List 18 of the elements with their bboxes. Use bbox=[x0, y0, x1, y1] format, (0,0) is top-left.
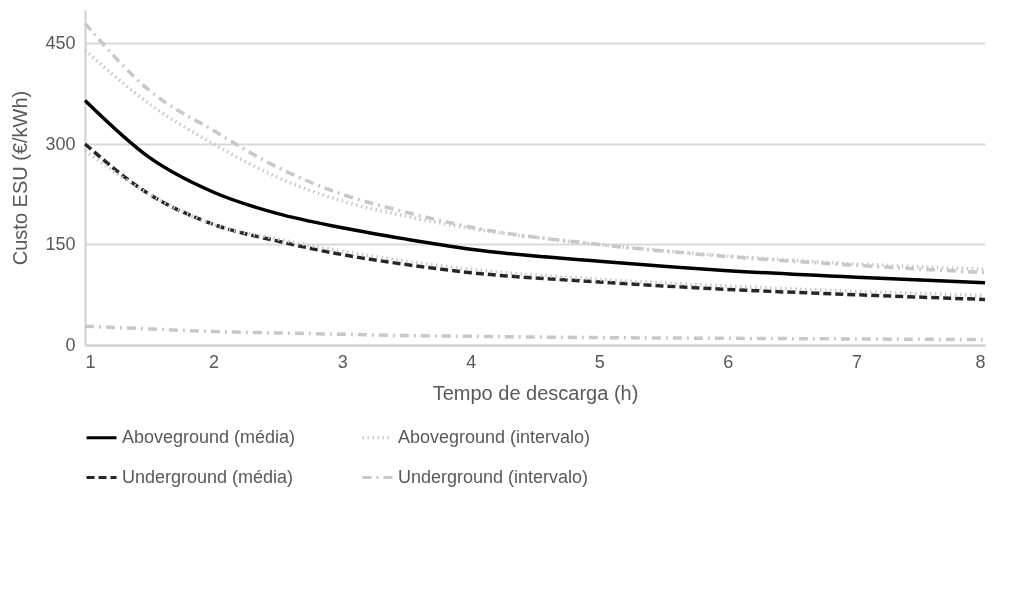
legend-label: Underground (média) bbox=[122, 466, 294, 487]
legend-label: Underground (intervalo) bbox=[398, 466, 589, 487]
y-tick-label: 450 bbox=[45, 33, 76, 53]
x-tick-label: 6 bbox=[723, 351, 734, 372]
y-axis-title: Custo ESU (€/kWh) bbox=[9, 90, 32, 266]
x-tick-label: 4 bbox=[466, 351, 477, 372]
x-tick-label: 1 bbox=[85, 351, 96, 372]
x-axis-title: Tempo de descarga (h) bbox=[432, 381, 639, 404]
x-tick-label: 2 bbox=[209, 351, 220, 372]
y-tick-label: 300 bbox=[45, 133, 76, 154]
x-tick-label: 5 bbox=[594, 351, 605, 372]
legend-label: Aboveground (média) bbox=[122, 426, 296, 447]
legend-label: Aboveground (intervalo) bbox=[398, 426, 591, 447]
x-tick-label: 3 bbox=[337, 351, 348, 372]
y-tick-label: 0 bbox=[65, 334, 76, 355]
x-tick-label: 7 bbox=[851, 351, 862, 372]
x-tick-label: 8 bbox=[975, 351, 986, 372]
y-tick-label: 150 bbox=[45, 234, 76, 254]
